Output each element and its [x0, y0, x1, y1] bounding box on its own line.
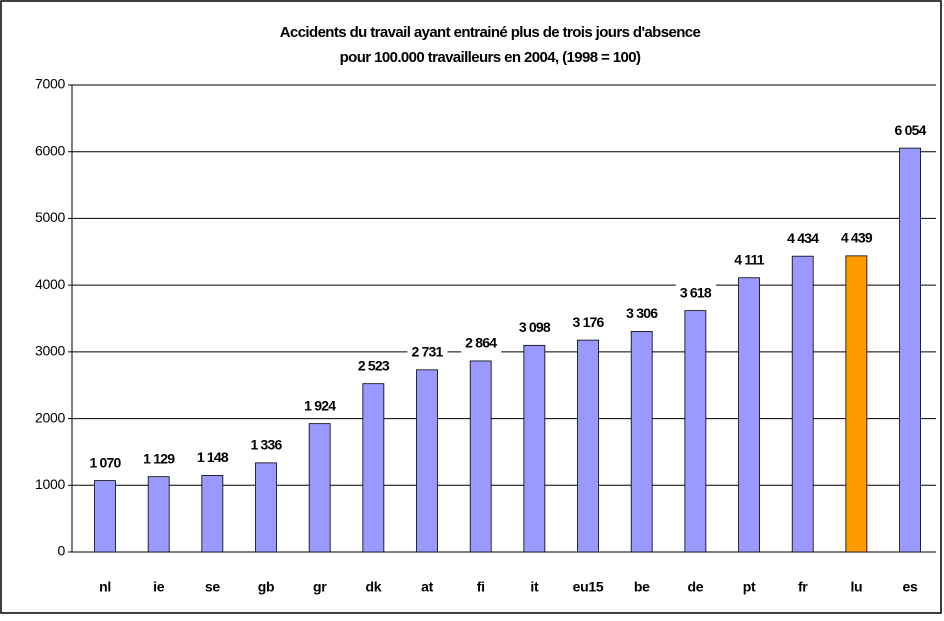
value-label-bg: [353, 355, 394, 376]
bar: [684, 310, 707, 553]
value-label: 4 439: [841, 230, 873, 246]
x-tick-label: nl: [99, 579, 111, 595]
value-label-bg: [836, 227, 877, 248]
value-label-bg: [730, 249, 769, 270]
y-tick-label: 1000: [35, 476, 65, 492]
bar: [523, 344, 546, 553]
x-tick-label: es: [903, 579, 918, 595]
bar: [362, 383, 385, 553]
bar: [201, 475, 224, 553]
x-tick-label: eu15: [573, 579, 604, 595]
value-label: 3 098: [519, 319, 551, 335]
y-tick-label: 4000: [35, 276, 65, 292]
y-tick-label: 6000: [35, 142, 65, 158]
x-tick-label: gr: [313, 579, 327, 595]
x-tick-label: pt: [743, 579, 756, 595]
x-tick-label: fr: [798, 579, 808, 595]
bar: [738, 277, 760, 553]
value-label-bg: [890, 119, 931, 140]
y-tick-label: 5000: [35, 209, 65, 225]
value-label: 1 924: [304, 397, 336, 413]
x-tick-label: gb: [258, 579, 275, 595]
x-tick-label: be: [634, 579, 650, 595]
x-tick-label: at: [421, 579, 433, 595]
bar: [791, 255, 814, 553]
value-label-bg: [514, 317, 555, 338]
value-label: 4 434: [787, 230, 819, 246]
value-label-bg: [783, 227, 824, 248]
x-tick-label: it: [530, 579, 539, 595]
value-label-bg: [139, 448, 180, 469]
value-label-bg: [192, 447, 233, 468]
value-label: 1 336: [250, 437, 282, 453]
bar: [630, 331, 653, 553]
value-label-bg: [300, 395, 341, 416]
value-label: 3 306: [626, 305, 658, 321]
value-label-bg: [622, 303, 663, 324]
bar: [845, 255, 868, 553]
bar: [94, 480, 116, 553]
value-label: 4 111: [734, 251, 765, 267]
value-label: 3 618: [680, 284, 712, 300]
value-label-bg: [85, 452, 126, 473]
value-label: 1 129: [143, 450, 175, 466]
value-label-bg: [246, 434, 287, 455]
value-label: 2 731: [411, 344, 443, 360]
y-tick-label: 3000: [35, 343, 65, 359]
value-label: 6 054: [895, 122, 927, 138]
value-label: 1 070: [89, 454, 121, 470]
x-tick-label: de: [687, 579, 703, 595]
bar: [577, 339, 599, 553]
x-tick-label: dk: [365, 579, 381, 595]
bar: [308, 423, 331, 553]
bar: [469, 360, 492, 553]
value-label: 1 148: [197, 449, 229, 465]
bar: [416, 369, 438, 553]
x-tick-label: fi: [477, 579, 485, 595]
chart-title: pour 100.000 travailleurs en 2004, (1998…: [340, 49, 641, 66]
value-label-bg: [461, 332, 502, 353]
y-tick-label: 2000: [35, 409, 65, 425]
value-label-bg: [407, 341, 448, 362]
x-tick-label: se: [205, 579, 220, 595]
value-label: 3 176: [573, 314, 605, 330]
chart-title: Accidents du travail ayant entrainé plus…: [280, 24, 701, 41]
y-tick-label: 7000: [35, 76, 65, 92]
value-label-bg: [568, 311, 609, 332]
x-tick-label: ie: [153, 579, 165, 595]
bar: [147, 476, 170, 553]
value-label: 2 864: [465, 335, 497, 351]
value-label: 2 523: [358, 357, 390, 373]
y-tick-label: 0: [58, 543, 66, 559]
bar: [255, 462, 277, 553]
x-tick-label: lu: [850, 579, 862, 595]
bar: [899, 147, 921, 553]
value-label-bg: [675, 282, 716, 303]
